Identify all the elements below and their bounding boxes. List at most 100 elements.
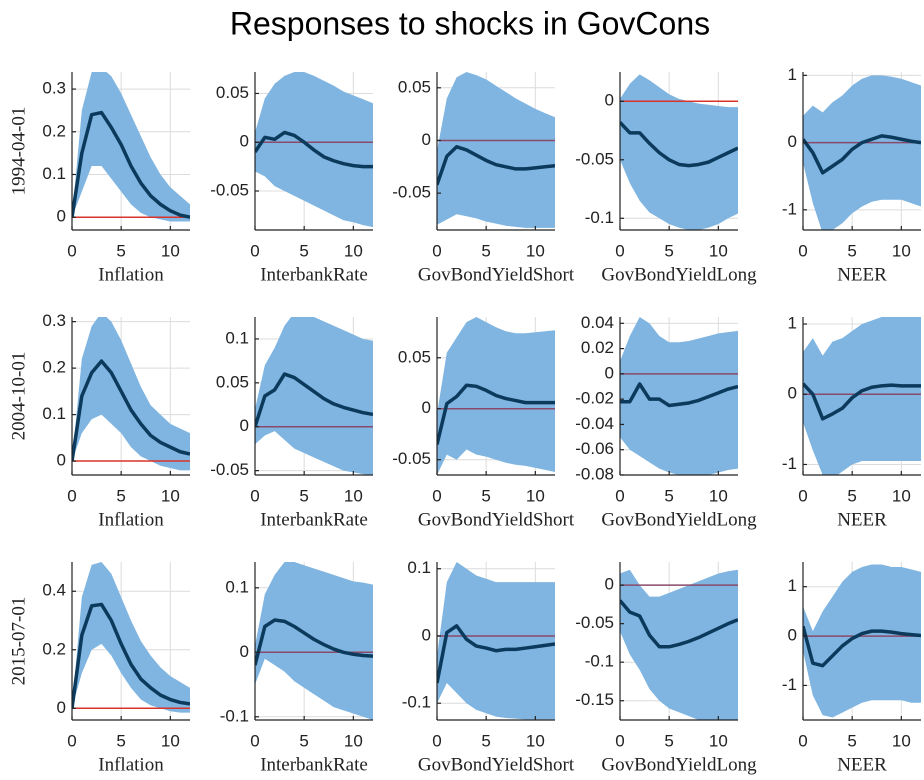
y-tick-label: -0.1 (402, 693, 431, 712)
x-tick-label: 10 (161, 241, 180, 260)
y-tick-label: 0 (605, 363, 614, 382)
panel: 0 5 10 -1 0 1 NEER (782, 562, 921, 775)
x-axis-label: InterbankRate (260, 264, 368, 285)
row-label: 2015-07-01 (8, 597, 29, 686)
y-tick-label: -0.04 (575, 414, 614, 433)
y-tick-label: 0.05 (398, 77, 431, 96)
y-tick-label: 0 (605, 575, 614, 594)
x-tick-label: 10 (344, 731, 363, 750)
x-tick-label: 10 (344, 486, 363, 505)
response-line (437, 383, 555, 445)
response-line (72, 359, 190, 462)
y-tick-label: 0 (788, 132, 797, 151)
panel: 0 5 10 -0.1 -0.05 0 GovBondYieldLong (575, 72, 757, 285)
x-tick-label: 5 (116, 486, 125, 505)
y-tick-label: 0 (788, 626, 797, 645)
y-tick-label: 0.2 (42, 358, 66, 377)
y-tick-label: 0.2 (42, 121, 66, 140)
y-tick-label: 0.3 (42, 311, 66, 330)
response-line (803, 382, 921, 421)
figure-title: Responses to shocks in GovCons (230, 5, 710, 41)
x-tick-label: 0 (798, 241, 807, 260)
response-line (620, 382, 738, 408)
confidence-band (72, 317, 190, 471)
y-tick-label: 0 (240, 132, 249, 151)
confidence-band (72, 72, 190, 222)
x-tick-label: 5 (481, 486, 490, 505)
response-line (803, 134, 921, 175)
y-tick-label: 0.1 (225, 577, 249, 596)
x-axis-label: GovBondYieldShort (418, 509, 575, 530)
y-tick-label: -0.1 (585, 652, 614, 671)
response-line (437, 145, 555, 186)
y-tick-label: 0 (422, 398, 431, 417)
x-axis-label: InterbankRate (260, 509, 368, 530)
y-tick-label: -1 (782, 454, 797, 473)
panel: 0 5 10 -0.15 -0.1 -0.05 0 GovBondYieldLong (575, 562, 757, 775)
y-tick-label: -0.15 (575, 690, 614, 709)
x-tick-label: 10 (161, 486, 180, 505)
x-axis-label: GovBondYieldLong (601, 509, 757, 530)
x-tick-label: 10 (709, 241, 728, 260)
x-tick-label: 5 (664, 486, 673, 505)
x-tick-label: 0 (250, 241, 259, 260)
y-tick-label: 0 (57, 698, 66, 717)
y-tick-label: 0 (57, 451, 66, 470)
response-line (803, 625, 921, 668)
confidence-band (620, 74, 738, 230)
x-tick-label: 5 (664, 241, 673, 260)
y-tick-label: 0.2 (42, 639, 66, 658)
response-line (620, 599, 738, 649)
x-tick-label: 0 (432, 486, 441, 505)
x-tick-label: 5 (299, 731, 308, 750)
x-tick-label: 0 (798, 486, 807, 505)
row-label: 2004-10-01 (8, 352, 29, 441)
y-tick-label: -0.05 (575, 613, 614, 632)
y-tick-label: -0.1 (585, 208, 614, 227)
x-tick-label: 5 (481, 731, 490, 750)
y-tick-label: -0.05 (210, 180, 249, 199)
x-tick-label: 0 (67, 731, 76, 750)
y-tick-label: -0.06 (575, 439, 614, 458)
x-tick-label: 5 (481, 241, 490, 260)
y-tick-label: 0.3 (42, 79, 66, 98)
x-tick-label: 0 (615, 486, 624, 505)
x-axis-label: GovBondYieldLong (601, 264, 757, 285)
x-tick-label: 10 (709, 731, 728, 750)
x-tick-label: 5 (847, 486, 856, 505)
response-line (255, 618, 373, 666)
confidence-band (437, 72, 555, 228)
y-tick-label: 0.4 (42, 581, 66, 600)
y-tick-label: 0.1 (407, 558, 431, 577)
y-tick-label: 0.1 (225, 328, 249, 347)
x-tick-label: 0 (432, 731, 441, 750)
y-tick-label: 1 (788, 65, 797, 84)
x-tick-label: 10 (709, 486, 728, 505)
y-tick-label: -0.1 (220, 706, 249, 725)
x-axis-label: GovBondYieldLong (601, 754, 757, 775)
y-tick-label: -0.05 (392, 183, 431, 202)
panel: 0 5 10 0 0.1 0.2 0.3 Inflation 2004-10-01 (8, 311, 190, 530)
y-tick-label: 0.05 (216, 83, 249, 102)
y-tick-label: -0.05 (575, 149, 614, 168)
x-tick-label: 0 (67, 486, 76, 505)
y-tick-label: 1 (788, 576, 797, 595)
x-tick-label: 10 (892, 486, 911, 505)
y-tick-label: 0.05 (216, 372, 249, 391)
x-axis-label: Inflation (98, 754, 164, 775)
x-tick-label: 0 (615, 241, 624, 260)
y-tick-label: 0.02 (581, 338, 614, 357)
y-tick-label: 0 (788, 384, 797, 403)
response-line (255, 130, 373, 169)
x-tick-label: 0 (67, 241, 76, 260)
panel: 0 5 10 0 0.1 0.2 0.3 Inflation 1994-04-01 (8, 72, 190, 285)
x-tick-label: 10 (892, 731, 911, 750)
panel: 0 5 10 -0.05 0 0.05 InterbankRate (210, 72, 373, 285)
x-axis-label: GovBondYieldShort (418, 264, 575, 285)
y-tick-label: 0.05 (398, 347, 431, 366)
